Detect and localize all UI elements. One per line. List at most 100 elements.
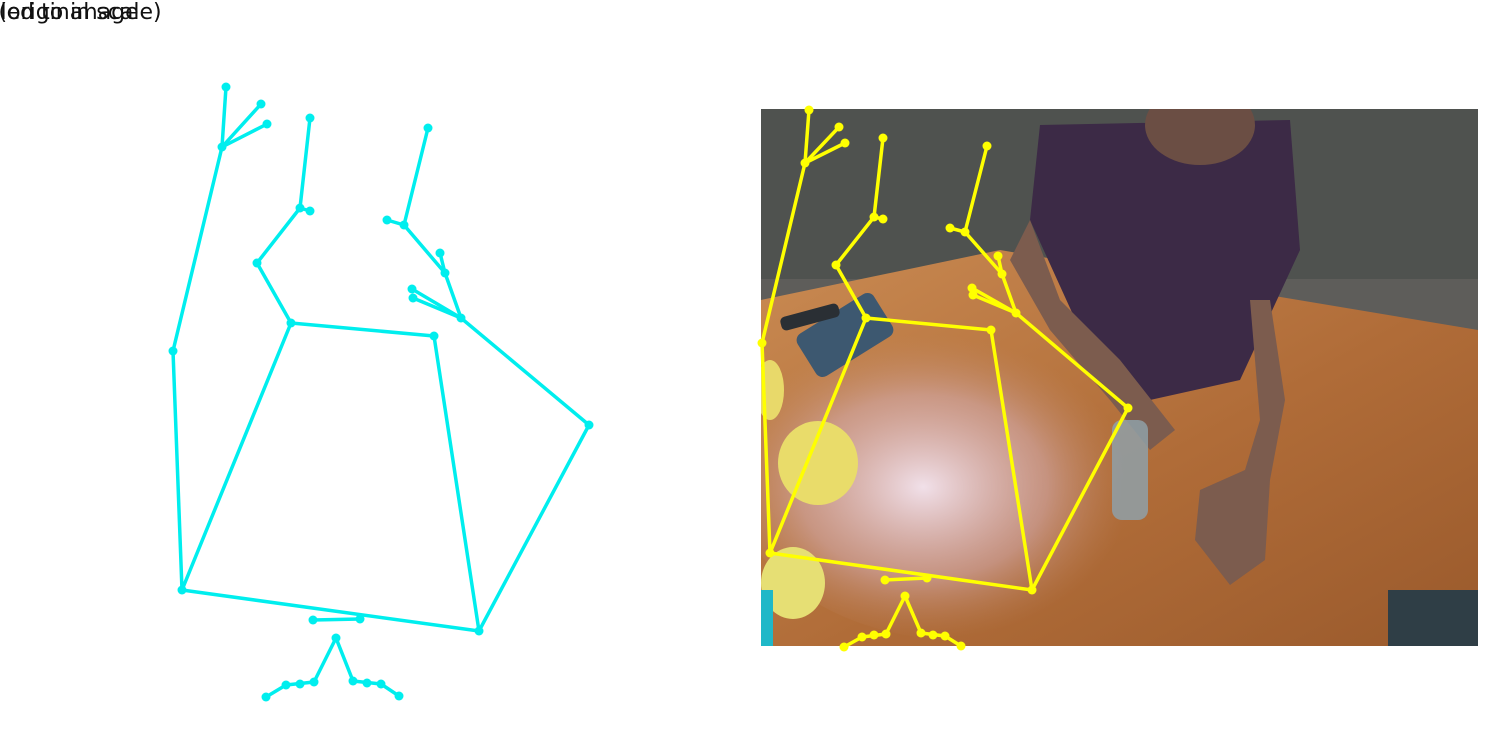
skeleton-joint: [440, 268, 450, 278]
skeleton-joint: [308, 615, 318, 625]
skeleton-joint: [857, 632, 867, 642]
skeleton-joint: [286, 318, 296, 328]
skeleton-bone: [220, 122, 269, 149]
skeleton-bone: [872, 136, 885, 219]
skeleton-joint: [831, 260, 841, 270]
skeleton-bone: [180, 321, 293, 592]
skeleton-bone: [459, 316, 591, 427]
skeleton-joint: [940, 631, 950, 641]
skeleton-joint: [309, 677, 319, 687]
skeleton-joint: [922, 573, 932, 583]
right-panel-title: Skeleton scaled to image: [0, 0, 139, 25]
skeleton-bone: [1030, 406, 1130, 592]
skeleton-bone: [402, 223, 447, 275]
skeleton-joint: [878, 133, 888, 143]
skeleton-bone: [963, 144, 989, 234]
skeleton-joint: [295, 203, 305, 213]
skeleton-bone: [334, 636, 355, 683]
skeleton-joint: [423, 123, 433, 133]
skeleton-joint: [1123, 403, 1133, 413]
left-skeleton: [168, 82, 594, 702]
skeleton-joint: [362, 678, 372, 688]
skeleton-joint: [881, 629, 891, 639]
skeleton-bone: [803, 141, 847, 165]
skeleton-joint: [435, 248, 445, 258]
skeleton-bone: [171, 349, 184, 592]
skeleton-joint: [993, 251, 1003, 261]
skeleton-joint: [456, 313, 466, 323]
left-panel-title: Pose Skeleton (original scale): [0, 0, 162, 25]
skeleton-joint: [956, 641, 966, 651]
skeleton-bone: [255, 206, 302, 265]
skeleton-joint: [408, 293, 418, 303]
skeleton-joint: [474, 626, 484, 636]
skeleton-joint: [305, 113, 315, 123]
skeleton-bone: [760, 341, 772, 555]
skeleton-bone: [432, 334, 481, 633]
skeleton-bone: [884, 594, 907, 636]
skeleton-bone: [971, 293, 1018, 315]
skeleton-joint: [960, 227, 970, 237]
skeleton-joint: [382, 215, 392, 225]
skeleton-bone: [803, 125, 841, 165]
skeleton-bone: [834, 263, 868, 320]
skeleton-joint: [878, 214, 888, 224]
skeleton-joint: [800, 158, 810, 168]
skeleton-bone: [220, 102, 263, 149]
skeleton-bone: [443, 271, 463, 320]
skeleton-bone: [298, 116, 312, 210]
skeleton-joint: [928, 630, 938, 640]
skeleton-bone: [180, 588, 481, 633]
skeleton-joint: [765, 548, 775, 558]
skeleton-joint: [997, 269, 1007, 279]
skeleton-bone: [768, 316, 868, 555]
skeleton-joint: [757, 338, 767, 348]
skeleton-bone: [311, 617, 362, 622]
skeleton-bone: [171, 145, 224, 353]
skeleton-bone: [834, 215, 876, 267]
skeleton-bone: [220, 85, 228, 149]
skeleton-joint: [834, 122, 844, 132]
skeleton-bone: [903, 594, 923, 635]
skeleton-bone: [864, 316, 993, 332]
skeleton-bone: [963, 230, 1004, 276]
skeleton-joint: [804, 105, 814, 115]
skeleton-joint: [986, 325, 996, 335]
skeleton-joint: [331, 633, 341, 643]
skeleton-joint: [261, 692, 271, 702]
skeleton-joint: [256, 99, 266, 109]
skeleton-bone: [1000, 272, 1018, 315]
skeleton-joint: [869, 212, 879, 222]
skeleton-joint: [968, 290, 978, 300]
skeleton-joint: [840, 138, 850, 148]
skeleton-bone: [803, 108, 811, 165]
skeleton-bone: [411, 296, 463, 320]
background-photo: [761, 109, 1478, 646]
skeleton-joint: [295, 679, 305, 689]
skeleton-joint: [407, 284, 417, 294]
skeleton-joint: [1027, 585, 1037, 595]
skeleton-bone: [989, 328, 1034, 592]
skeleton-joint: [1011, 308, 1021, 318]
skeleton-joint: [839, 642, 849, 652]
skeleton-joint: [177, 585, 187, 595]
skeleton-joint: [584, 420, 594, 430]
skeleton-bone: [883, 576, 929, 582]
right-skeleton: [757, 105, 1133, 652]
skeleton-bone: [1014, 311, 1130, 410]
skeleton-joint: [262, 119, 272, 129]
skeleton-bone: [402, 126, 430, 227]
skeleton-joint: [861, 313, 871, 323]
skeleton-bone: [289, 321, 436, 338]
skeleton-joint: [217, 142, 227, 152]
skeleton-joint: [967, 283, 977, 293]
skeleton-joint: [399, 220, 409, 230]
skeleton-joint: [982, 141, 992, 151]
skeleton-bone: [760, 161, 807, 345]
skeleton-joint: [945, 223, 955, 233]
skeleton-bone: [477, 423, 591, 633]
skeleton-joint: [355, 614, 365, 624]
skeleton-joint: [429, 331, 439, 341]
skeleton-joint: [916, 628, 926, 638]
skeleton-joint: [281, 680, 291, 690]
